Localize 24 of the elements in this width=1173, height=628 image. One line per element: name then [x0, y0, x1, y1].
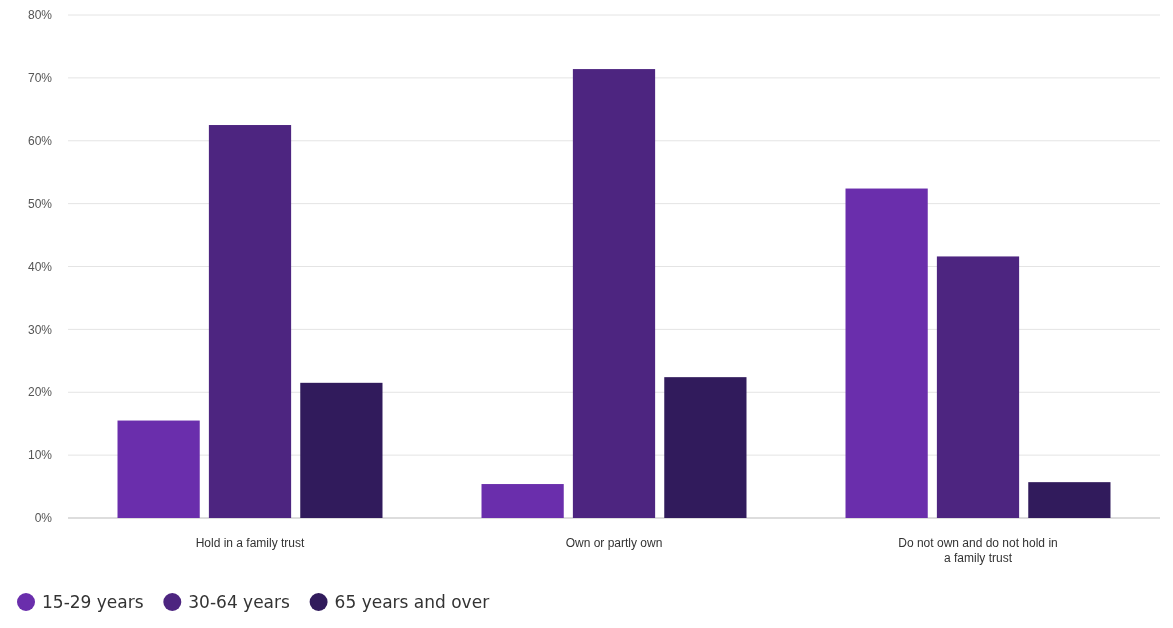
x-tick-label: Hold in a family trust	[195, 536, 306, 550]
bar	[300, 382, 383, 518]
y-tick-label: 30%	[27, 322, 53, 337]
legend-label: 15-29 years	[42, 592, 144, 612]
bar	[936, 256, 1020, 518]
bar	[208, 125, 292, 518]
x-tick-label: Do not own and do not hold in a family trust	[898, 536, 1058, 565]
y-tick-label: 40%	[27, 259, 53, 274]
x-tick-label: Own or partly own	[565, 536, 663, 550]
y-tick-label: 10%	[27, 448, 53, 463]
bar	[572, 69, 656, 518]
y-tick-label: 50%	[27, 196, 53, 211]
bar	[117, 420, 200, 518]
bar	[481, 484, 564, 518]
y-tick-label: 0%	[34, 511, 53, 526]
y-tick-label: 60%	[27, 133, 53, 148]
y-tick-label: 80%	[27, 8, 53, 23]
y-tick-label: 70%	[27, 71, 53, 86]
bar	[664, 377, 747, 518]
bar	[1028, 482, 1111, 518]
legend-label: 30-64 years	[188, 592, 291, 612]
legend-label: 65 years and over	[334, 592, 490, 612]
bar	[845, 188, 928, 518]
y-tick-label: 20%	[27, 385, 53, 400]
